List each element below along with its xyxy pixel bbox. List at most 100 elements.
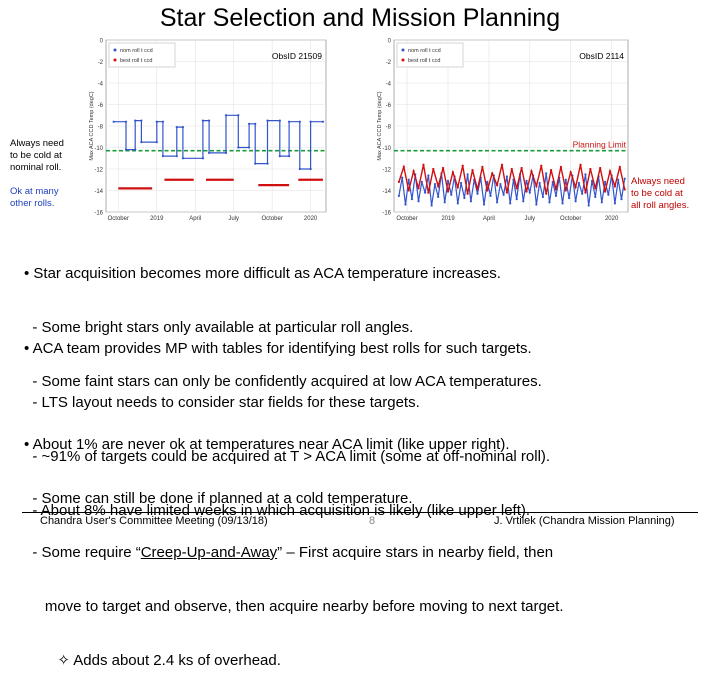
y-tick-label: -10 [94, 146, 103, 152]
y-axis-label: Max ACA CCD Temp (degC) [377, 91, 383, 160]
data-point [617, 178, 620, 181]
bullet-line: - Some can still be done if planned at a… [24, 490, 413, 507]
slide-title: Star Selection and Mission Planning [159, 4, 561, 32]
data-point [451, 171, 455, 174]
y-tick-label: -6 [98, 103, 104, 109]
y-tick-label: -4 [386, 82, 392, 88]
data-point [482, 203, 486, 206]
data-point [309, 167, 312, 171]
data-point [509, 202, 512, 205]
bullet-line: - Some bright stars only available at pa… [24, 319, 414, 336]
obsid-label: ObsID 21509 [272, 51, 322, 61]
data-point [278, 119, 281, 122]
data-point [515, 198, 518, 201]
x-tick-label: October [108, 216, 129, 222]
note-line: to be cold at [631, 188, 683, 199]
data-point [140, 141, 143, 144]
data-point [397, 194, 401, 197]
data-point [224, 114, 228, 117]
data-point [567, 196, 571, 200]
data-point [247, 146, 251, 149]
data-point [422, 163, 425, 166]
creep-up-and-away-link[interactable]: Creep-Up-and-Away [140, 544, 278, 561]
note-right-all-rolls: Always need to be cold at all roll angle… [631, 176, 697, 212]
data-point [402, 165, 405, 168]
y-tick-label: -4 [98, 82, 104, 88]
data-point [412, 170, 415, 173]
bullet-line: • About 1% are never ok at temperatures … [24, 436, 510, 453]
data-point [417, 200, 420, 203]
data-point [266, 162, 269, 165]
x-tick-label: October [261, 216, 282, 222]
bullet-text: ” – First acquire stars in nearby field,… [277, 544, 554, 561]
data-point [581, 192, 584, 195]
data-point [594, 187, 597, 190]
data-point [456, 186, 459, 189]
data-point [486, 189, 489, 192]
data-point [502, 193, 505, 196]
y-tick-label: -12 [94, 168, 103, 174]
note-line: Ok at many [10, 186, 59, 197]
bullet-line: - Some require “Creep-Up-and-Away” – Fir… [24, 544, 563, 562]
legend-entry: best roll t ccd [120, 58, 152, 64]
data-point [599, 166, 602, 170]
x-tick-label: April [483, 216, 495, 222]
y-tick-label: -10 [382, 146, 391, 152]
data-point [549, 168, 553, 172]
data-point [410, 198, 414, 201]
bullet-line: move to target and observe, then acquire… [24, 598, 564, 615]
bullet-line: • Star acquisition becomes more difficul… [24, 265, 501, 282]
data-point [505, 175, 509, 178]
x-tick-label: October [396, 216, 417, 222]
data-point [584, 191, 587, 194]
data-point [124, 120, 128, 123]
data-point [430, 204, 433, 207]
data-point [298, 167, 301, 171]
data-point [207, 119, 211, 122]
data-point [237, 146, 240, 149]
note-line: Always need [10, 138, 64, 149]
legend: nom roll t ccd best roll t ccd [108, 42, 176, 68]
data-point [463, 196, 466, 200]
y-tick-label: -14 [94, 189, 103, 195]
legend: nom roll t ccd best roll t ccd [396, 42, 464, 68]
data-point [254, 162, 257, 165]
chart-obsid-2114: 0 -2 -4 -6 -8 -10 -12 -14 -16 October 2019 April Jul… [377, 39, 629, 222]
legend-entry: nom roll t ccd [120, 48, 153, 54]
data-point [175, 125, 178, 129]
data-point [459, 181, 463, 185]
data-point [224, 151, 228, 154]
x-tick-label: July [228, 216, 239, 222]
bullet-aca-tables: • ACA team provides MP with tables for i… [24, 304, 550, 538]
x-tick-label: October [560, 216, 581, 222]
y-tick-label: -8 [386, 125, 392, 131]
data-point [181, 157, 185, 160]
y-axis-label: Max ACA CCD Temp (degC) [89, 91, 95, 160]
data-point [140, 119, 143, 122]
data-point [461, 164, 464, 167]
y-tick-label: -6 [386, 103, 392, 109]
x-tick-label: April [189, 216, 201, 222]
data-point [407, 189, 410, 192]
x-tick-label: July [524, 216, 535, 222]
data-point [471, 168, 474, 172]
data-point [618, 165, 621, 168]
bullet-line: • ACA team provides MP with tables for i… [24, 340, 532, 357]
data-point [427, 191, 430, 194]
data-point [577, 181, 581, 185]
data-point [417, 187, 420, 190]
bullet-star-acquisition: • Star acquisition becomes more difficul… [24, 229, 542, 409]
data-point [287, 155, 291, 158]
data-point [600, 201, 603, 204]
data-point [161, 155, 165, 158]
data-point [613, 185, 617, 188]
data-point [505, 191, 509, 194]
data-point [579, 163, 582, 166]
data-point [603, 190, 607, 193]
data-point [489, 194, 492, 197]
note-left-other-rolls: Ok at many other rolls. [10, 186, 59, 210]
y-tick-label: -8 [98, 125, 104, 131]
data-point [608, 170, 612, 173]
data-point [486, 180, 489, 183]
note-line: to be cold at [10, 150, 62, 161]
